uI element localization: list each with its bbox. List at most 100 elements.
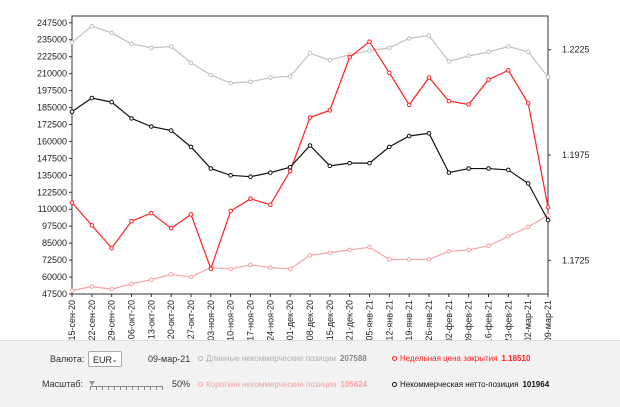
data-point: [129, 41, 134, 47]
data-point: [506, 234, 511, 239]
data-point: [406, 133, 412, 139]
left-tick-label: 97500: [42, 221, 67, 231]
x-tick-label: 26-янв-21: [424, 300, 434, 340]
data-point: [208, 266, 214, 272]
scale-slider-notch: [126, 386, 127, 390]
x-tick-label: 09-фев-21: [464, 300, 474, 340]
data-point: [446, 248, 452, 254]
data-point: [545, 212, 551, 218]
data-point: [426, 131, 432, 136]
scale-slider-notch: [120, 386, 121, 390]
currency-select[interactable]: EUR ⌄: [88, 351, 122, 367]
x-tick-label: 15-сен-20: [67, 300, 77, 340]
left-tick-label: 47500: [42, 289, 67, 299]
data-point: [129, 218, 134, 224]
cot-chart: 47500 60000 72500 85000 97500 110000 122500 135…: [37, 15, 590, 340]
data-point: [506, 167, 511, 173]
x-tick-label: 15-дек-20: [325, 300, 335, 340]
data-point: [109, 245, 114, 251]
data-point: [446, 98, 452, 104]
scale-slider-notch: [96, 386, 97, 390]
data-point: [327, 250, 333, 255]
data-point: [287, 266, 293, 272]
scale-slider-notch: [114, 386, 115, 390]
data-point: [268, 170, 273, 175]
data-point: [188, 144, 194, 150]
control-panel: Валюта: EUR ⌄ 09-мар-21 Масштаб: 50% Дли…: [0, 340, 620, 407]
data-point: [446, 59, 452, 64]
data-point: [149, 210, 154, 216]
data-point: [327, 57, 333, 63]
x-tick-label: 01-дек-20: [285, 300, 295, 340]
scale-slider-knob[interactable]: [89, 381, 95, 386]
data-point: [347, 160, 352, 166]
data-point: [248, 79, 253, 85]
data-point: [188, 60, 194, 66]
legend-short-marker: [198, 382, 203, 387]
x-tick-label: 09-мар-21: [543, 300, 553, 340]
scale-slider-notch: [150, 386, 151, 390]
data-point: [89, 284, 95, 289]
scale-slider-notch: [138, 386, 139, 390]
x-tick-label: 16-фев-21: [484, 300, 494, 340]
x-tick-label: 02-фев-21: [444, 300, 454, 340]
x-tick-label: 08-дек-20: [305, 300, 315, 340]
left-tick-label: 135000: [37, 170, 67, 180]
legend-net-label: Некоммерческая нетто-позиция: [400, 380, 519, 389]
data-point: [89, 23, 95, 29]
data-point: [69, 200, 75, 205]
data-point: [387, 144, 392, 150]
left-tick-label: 147500: [37, 153, 67, 163]
scale-slider[interactable]: [89, 381, 163, 391]
left-tick-label: 160000: [37, 136, 67, 146]
x-tick-label: 24-ноя-20: [265, 300, 275, 340]
data-point: [168, 272, 174, 277]
data-point: [188, 212, 194, 217]
scale-label: Масштаб:: [42, 379, 84, 389]
x-tick-label: 21-дек-20: [345, 300, 355, 340]
legend-long-value: 207588: [340, 354, 367, 363]
data-point: [426, 33, 432, 38]
data-point: [387, 45, 392, 51]
data-point: [367, 48, 372, 53]
legend-net-marker: [392, 382, 397, 387]
left-tick-label: 85000: [42, 238, 67, 248]
legend-long-marker: [198, 356, 203, 361]
chart-area: 47500 60000 72500 85000 97500 110000 122500 135…: [37, 15, 590, 340]
x-tick-label: 12-янв-21: [384, 300, 394, 340]
left-tick-label: 110000: [38, 204, 67, 214]
data-point: [268, 265, 273, 270]
data-point: [426, 257, 432, 262]
data-point: [367, 160, 372, 166]
legend-long: Длинные некоммерческие позиции 207588: [198, 354, 367, 363]
data-point: [545, 217, 551, 223]
data-point: [525, 100, 531, 106]
scale-slider-notch: [132, 386, 133, 390]
x-tick-label: 29-сен-20: [107, 300, 117, 340]
scale-value: 50%: [172, 379, 191, 389]
data-point: [307, 253, 313, 258]
data-point: [208, 166, 214, 171]
left-tick-label: 235000: [37, 35, 67, 45]
data-point: [347, 54, 352, 60]
legend-short-value: 105624: [340, 380, 368, 389]
data-point: [307, 143, 313, 148]
x-tick-label: 05-янв-21: [365, 300, 375, 340]
data-point: [69, 40, 75, 45]
data-point: [545, 204, 551, 210]
left-tick-label: 247500: [37, 18, 67, 28]
series-line: [71, 214, 549, 292]
data-point: [466, 247, 471, 253]
data-point: [168, 44, 174, 49]
left-tick-label: 122500: [37, 187, 67, 197]
data-point: [129, 116, 134, 121]
legend-price-marker: [392, 356, 397, 361]
currency-value: EUR: [93, 355, 113, 365]
scale-slider-notch: [162, 386, 163, 390]
data-point: [387, 257, 392, 262]
x-tick-label: 27-окт-20: [186, 300, 196, 339]
date-label: 09-мар-21: [148, 354, 191, 364]
right-tick-label: 1.1725: [562, 255, 590, 265]
data-point: [426, 75, 432, 80]
legend-net: Некоммерческая нетто-позиция 101964: [392, 380, 549, 389]
